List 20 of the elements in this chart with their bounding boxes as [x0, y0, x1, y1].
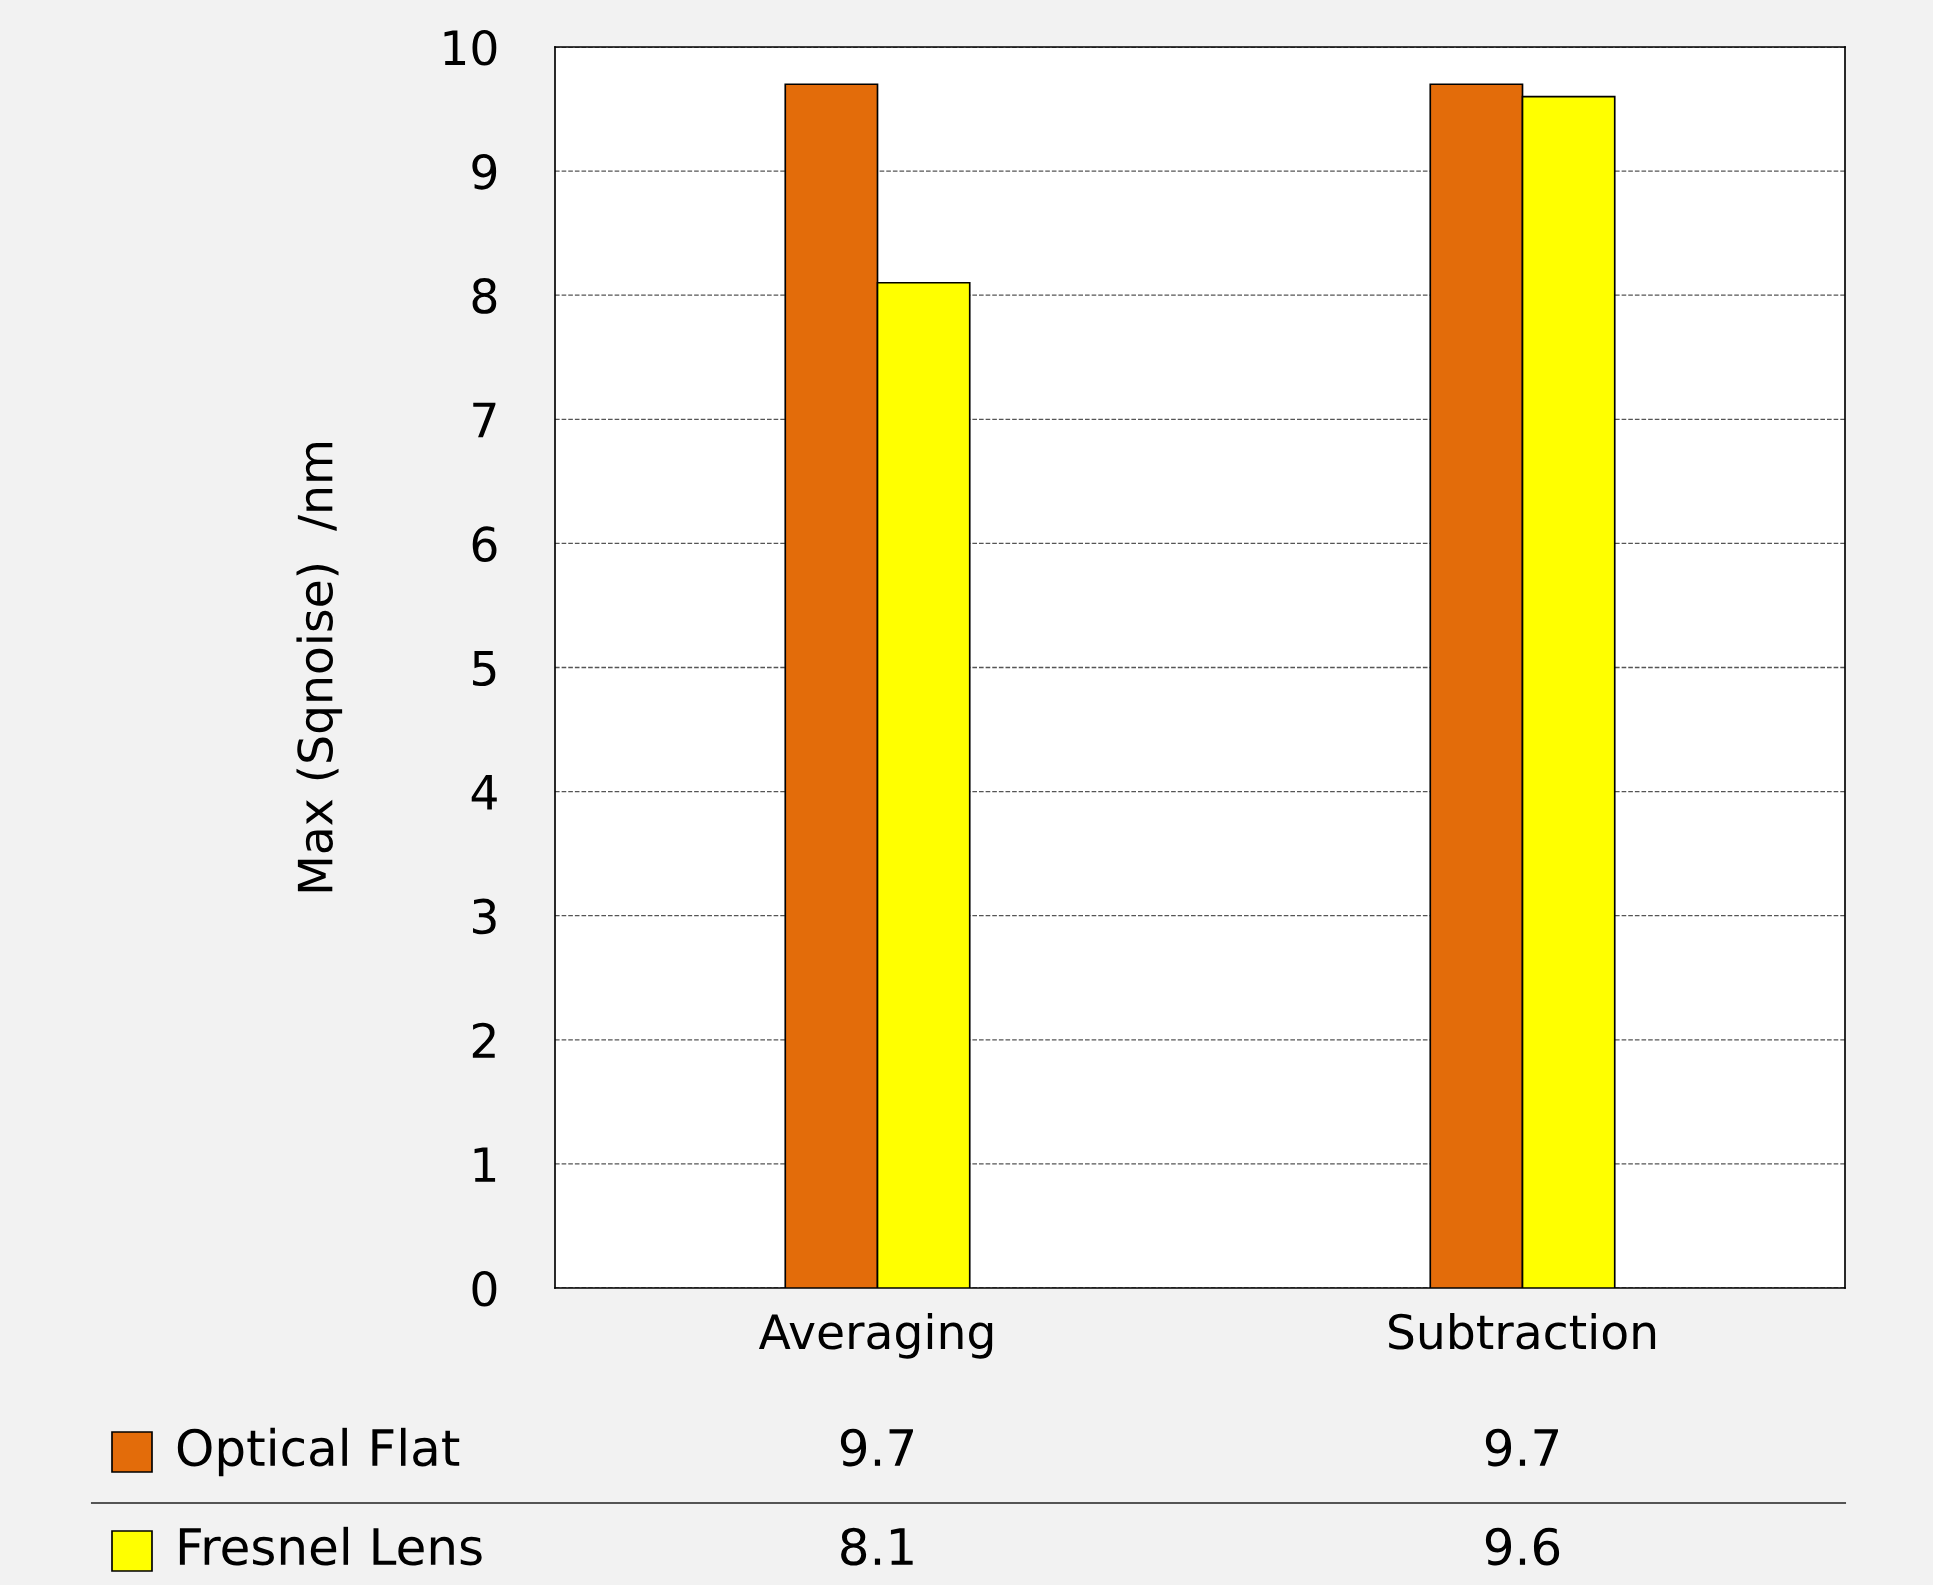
y-tick-label: 4: [471, 775, 497, 810]
y-tick-label: 0: [472, 1270, 497, 1307]
y-tick-label: 7: [473, 402, 496, 438]
y-tick-label: 10: [444, 29, 497, 66]
y-tick-label: 6: [472, 526, 497, 563]
y-tick-label: 3: [473, 898, 496, 935]
y-tick-label: 1: [474, 1147, 496, 1182]
y-axis-title: Max (Sqnoise) /nm: [296, 443, 343, 892]
y-tick-label: 2: [472, 1022, 495, 1058]
data-label: 8.1: [841, 1527, 913, 1566]
data-label: 9.7: [840, 1428, 913, 1467]
legend-label: Optical Flat: [177, 1427, 460, 1477]
x-tick-label: Subtraction: [1389, 1313, 1656, 1350]
y-tick-label: 8: [472, 278, 497, 314]
y-tick-label: 5: [473, 651, 496, 687]
data-label: 9.7: [1485, 1428, 1558, 1467]
x-tick-label: Averaging: [758, 1313, 993, 1359]
data-label: 9.6: [1485, 1527, 1560, 1566]
legend-label: Fresnel Lens: [179, 1526, 482, 1566]
y-tick-label: 9: [472, 153, 497, 190]
